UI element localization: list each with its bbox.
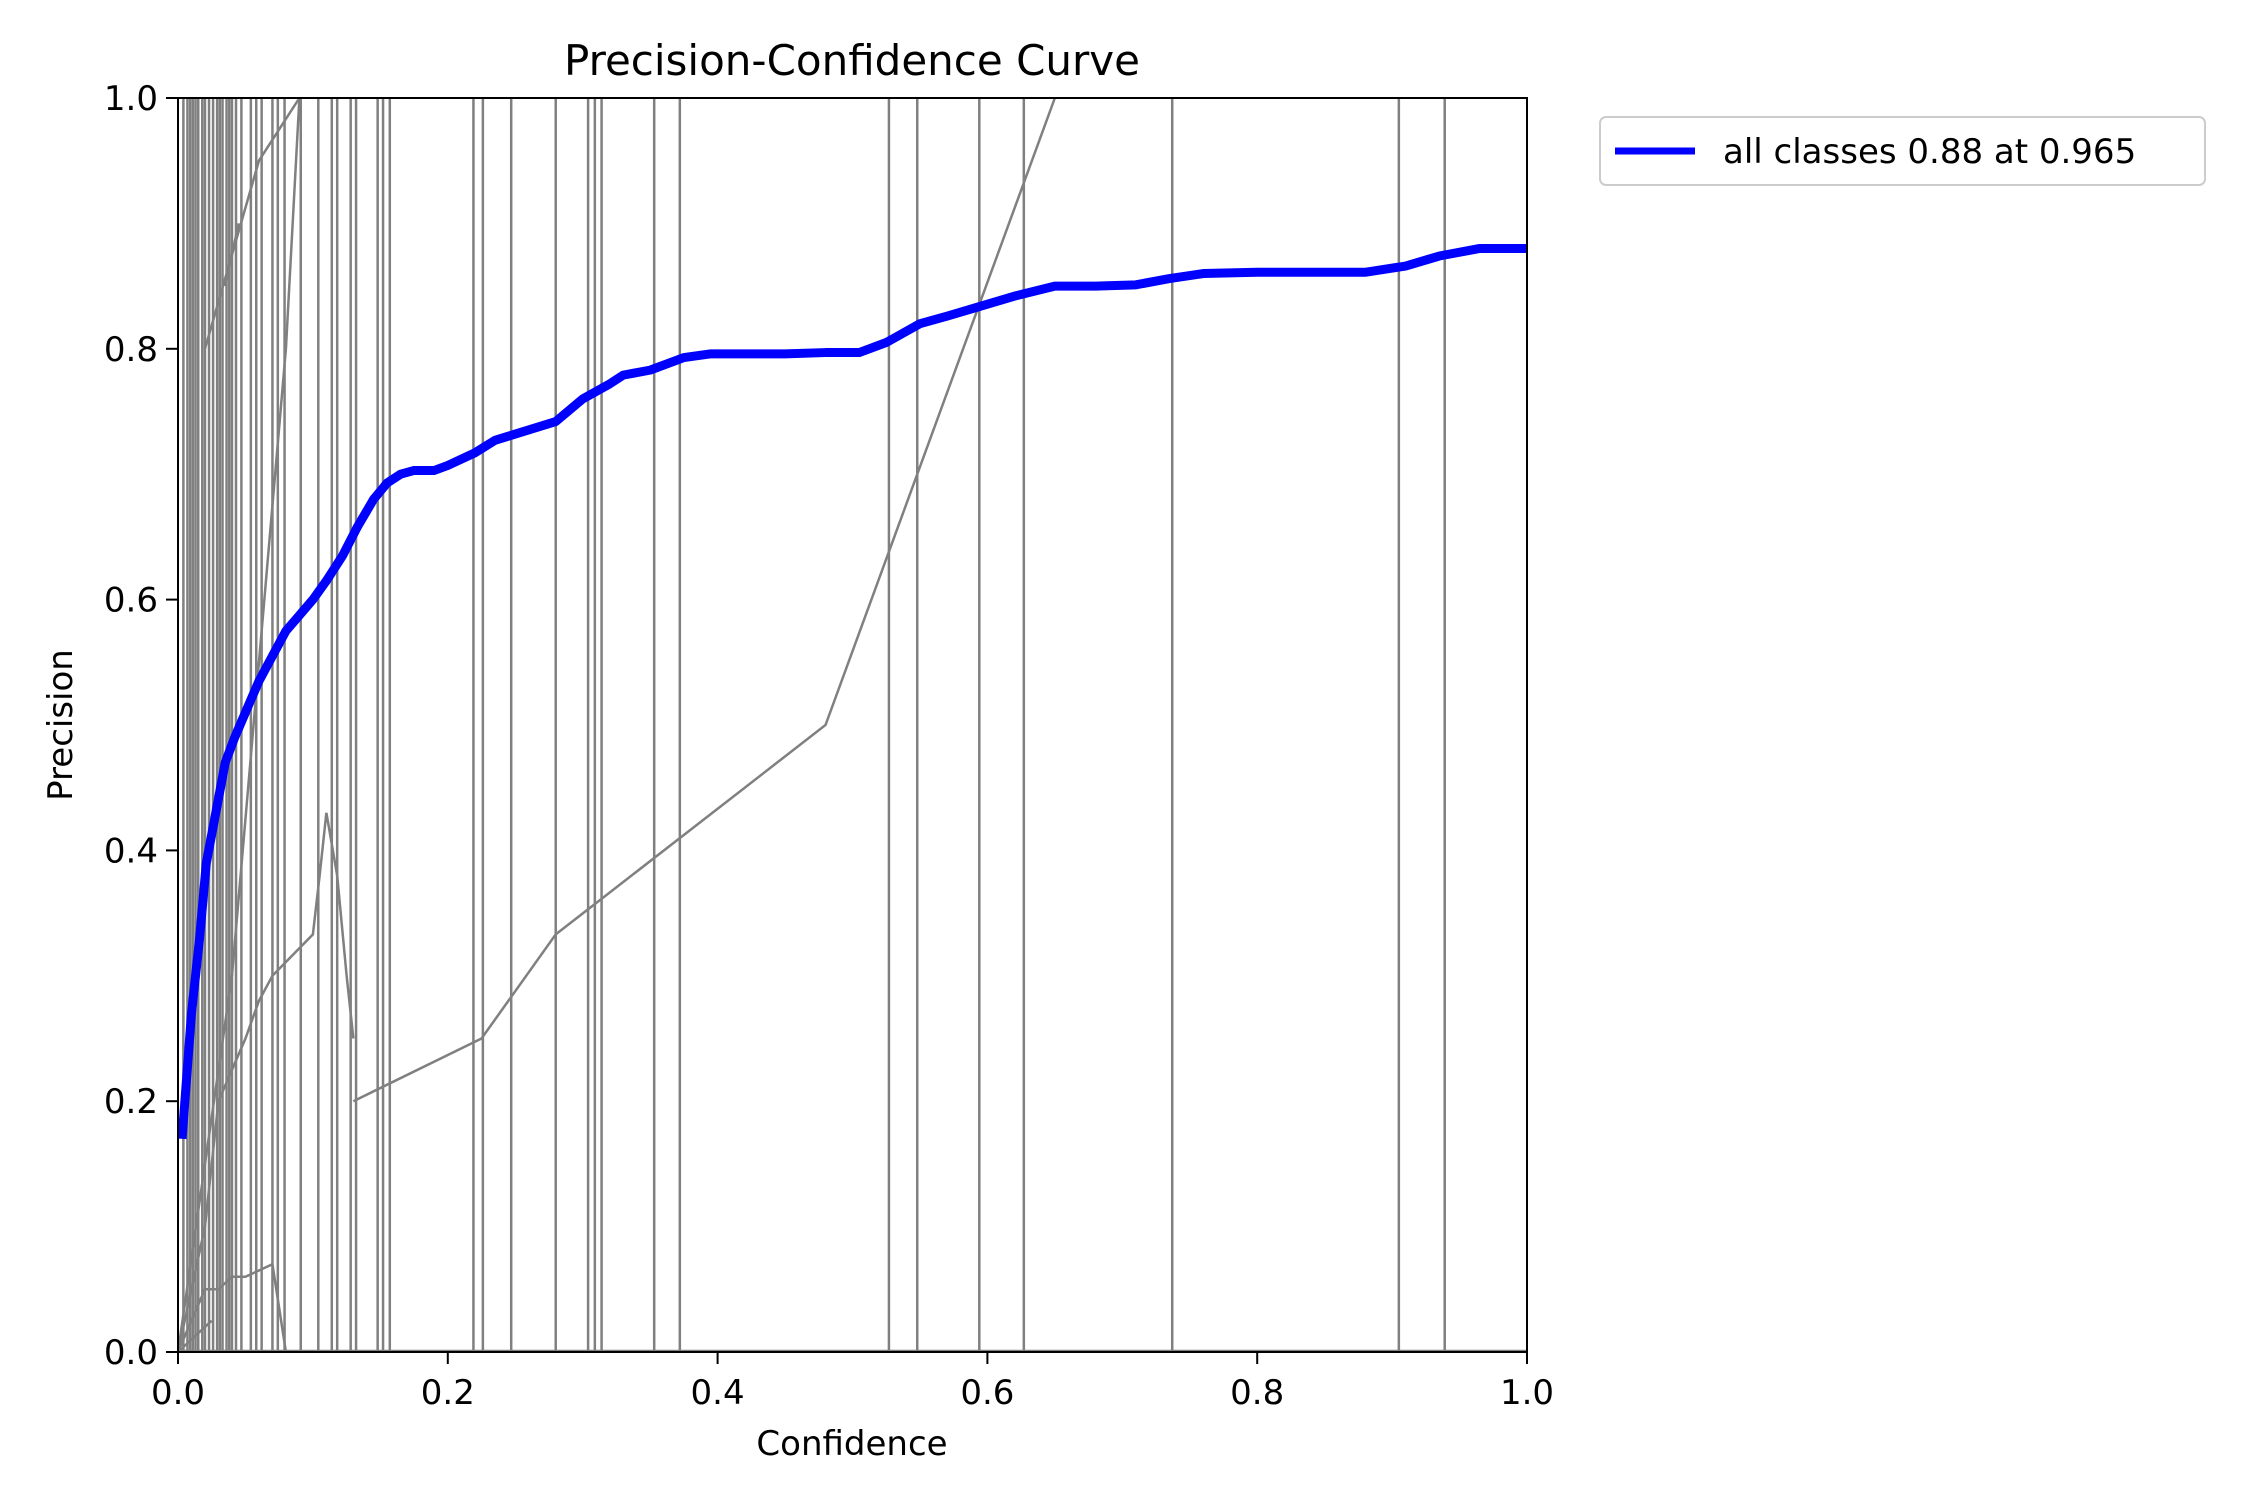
per-class-curve-0	[176, 1262, 288, 1353]
series-line-all-classes	[177, 243, 1527, 1140]
y-tick-label-5: 1.0	[104, 79, 158, 119]
plot-area-frame	[177, 97, 1528, 1353]
x-tick-label-2: 0.4	[691, 1373, 745, 1413]
x-tick-label-5: 1.0	[1500, 1373, 1554, 1413]
y-axis-ticks: 0.0 0.2 0.4 0.6 0.8 1.0	[104, 79, 178, 1373]
per-class-curve-6	[223, 223, 240, 287]
x-tick-label-4: 0.8	[1230, 1373, 1284, 1413]
legend: all classes 0.88 at 0.965	[1599, 116, 2206, 186]
legend-frame	[1599, 116, 2206, 186]
y-tick-label-4: 0.8	[104, 330, 158, 370]
y-tick-label-1: 0.2	[104, 1082, 158, 1122]
per-class-curve-3	[176, 97, 301, 1353]
per-class-curves	[176, 97, 1527, 1353]
x-tick-label-0: 0.0	[151, 1373, 205, 1413]
per-class-curve-5	[177, 1319, 213, 1353]
chart-title: Precision-Confidence Curve	[564, 36, 1140, 85]
x-axis-ticks: 0.0 0.2 0.4 0.6 0.8 1.0	[151, 1352, 1554, 1413]
y-axis-label: Precision	[41, 649, 81, 801]
x-tick-label-3: 0.6	[960, 1373, 1014, 1413]
per-class-curve-4	[203, 97, 301, 350]
x-tick-label-1: 0.2	[421, 1373, 475, 1413]
per-class-curve-1	[176, 812, 355, 1353]
x-axis-label: Confidence	[756, 1424, 947, 1464]
main-series-layer	[177, 243, 1527, 1140]
y-tick-label-3: 0.6	[104, 581, 158, 621]
y-tick-label-0: 0.0	[104, 1333, 158, 1373]
per-class-curve-2	[352, 97, 1057, 1103]
legend-label-all-classes: all classes 0.88 at 0.965	[1723, 132, 2136, 172]
y-tick-label-2: 0.4	[104, 831, 158, 871]
